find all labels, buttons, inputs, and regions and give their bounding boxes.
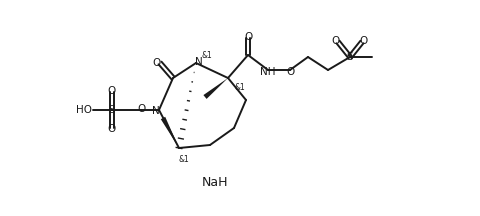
Text: &1: &1 <box>234 84 245 92</box>
Text: N: N <box>152 106 159 116</box>
Text: O: O <box>359 36 367 46</box>
Text: N: N <box>195 57 203 67</box>
Polygon shape <box>203 78 228 99</box>
Polygon shape <box>160 117 179 148</box>
Text: &1: &1 <box>178 156 189 165</box>
Text: O: O <box>108 86 116 96</box>
Text: O: O <box>244 32 252 42</box>
Text: NaH: NaH <box>201 176 228 189</box>
Text: S: S <box>108 105 115 115</box>
Text: &1: &1 <box>201 51 212 59</box>
Text: S: S <box>346 52 353 62</box>
Text: NH: NH <box>260 67 275 77</box>
Text: O: O <box>153 58 161 68</box>
Text: O: O <box>138 104 146 114</box>
Text: O: O <box>286 67 295 77</box>
Text: O: O <box>108 124 116 134</box>
Text: HO: HO <box>76 105 92 115</box>
Text: O: O <box>331 36 339 46</box>
